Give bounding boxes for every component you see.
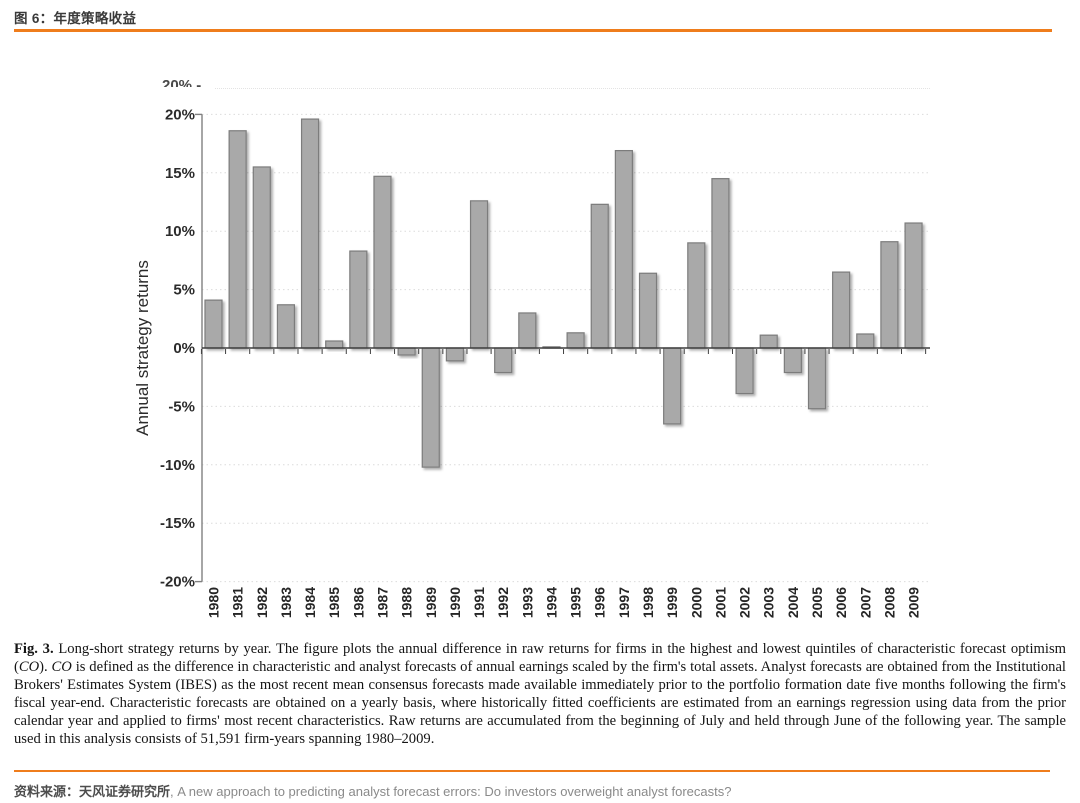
bar-2000 xyxy=(687,242,706,349)
bar-1980 xyxy=(204,299,223,349)
x-tick-label: 2001 xyxy=(712,587,728,618)
x-tick-label: 2009 xyxy=(906,587,922,618)
caption-text: is defined as the difference in characte… xyxy=(14,658,1066,747)
bar-1999 xyxy=(663,347,682,425)
bar-1998 xyxy=(638,272,658,349)
x-tick-label: 2002 xyxy=(737,587,753,618)
y-tick-label: 15% xyxy=(165,165,195,182)
caption-lead: Fig. 3. xyxy=(14,641,54,657)
bar-2007 xyxy=(856,333,875,349)
bar-1988 xyxy=(397,347,416,356)
x-tick-label: 1986 xyxy=(350,587,366,618)
x-tick-label: 1985 xyxy=(326,587,342,618)
x-tick-label: 1983 xyxy=(278,587,294,618)
x-tick-label: 2008 xyxy=(881,587,897,618)
x-tick-label: 2004 xyxy=(785,587,801,618)
y-tick-label: -20% xyxy=(160,574,195,591)
x-tick-label: 1998 xyxy=(640,587,656,618)
y-tick-label: -10% xyxy=(160,457,195,474)
x-tick-label: 2006 xyxy=(833,587,849,618)
x-tick-label: 1989 xyxy=(423,587,439,618)
bar-2001 xyxy=(711,178,730,349)
x-tick-label: 1980 xyxy=(206,587,222,618)
x-tick-label: 1982 xyxy=(254,587,270,618)
cropped-gridline-artifact xyxy=(215,88,930,89)
caption-co-italic: CO xyxy=(18,658,40,675)
bar-1995 xyxy=(566,332,585,349)
caption-text: Long-short strategy returns by year. The… xyxy=(14,641,1066,675)
source-label: 资料来源：天风证券研究所 xyxy=(14,784,171,799)
bar-2009 xyxy=(904,222,923,349)
accent-rule-top xyxy=(14,29,1052,32)
x-tick-label: 1999 xyxy=(664,587,680,618)
bar-1992 xyxy=(494,347,513,374)
y-tick-label: 20% xyxy=(165,106,195,123)
bar-1983 xyxy=(276,304,296,349)
bar-1996 xyxy=(590,203,609,349)
bar-1997 xyxy=(614,150,633,349)
bar-1985 xyxy=(325,340,344,349)
cropped-axis-label: 20% - xyxy=(162,78,202,87)
bar-1990 xyxy=(445,347,464,362)
x-tick-label: 1994 xyxy=(543,587,559,618)
bar-1986 xyxy=(349,250,368,349)
bar-2008 xyxy=(880,241,899,349)
bar-1993 xyxy=(518,312,537,349)
x-tick-label: 1987 xyxy=(374,587,390,618)
x-tick-label: 1988 xyxy=(399,587,415,618)
x-tick-label: 2007 xyxy=(857,587,873,618)
bar-2003 xyxy=(759,334,778,349)
bar-1982 xyxy=(252,166,271,349)
bar-1984 xyxy=(300,118,320,349)
figure-area: 20% - 20% 15% 10% 5% 0% -5% -10% -15% -20% 1980 19… xyxy=(118,66,953,641)
accent-rule-bottom xyxy=(14,770,1050,772)
y-tick-label: -5% xyxy=(168,398,195,415)
bar-1987 xyxy=(373,175,392,349)
bar-1981 xyxy=(228,130,247,349)
figure-title: 图 6：年度策略收益 xyxy=(14,11,137,26)
bar-1989 xyxy=(421,347,440,468)
source-line: 资料来源：天风证券研究所, A new approach to predicti… xyxy=(14,781,731,800)
caption-text: ). xyxy=(39,658,52,675)
source-reference: , A new approach to predicting analyst f… xyxy=(170,784,732,799)
figure-caption: Fig. 3. Long-short strategy returns by y… xyxy=(14,641,1066,748)
x-tick-label: 1990 xyxy=(447,587,463,618)
x-tick-label: 2000 xyxy=(688,587,704,618)
caption-co-italic: CO xyxy=(51,658,72,675)
x-tick-label: 1991 xyxy=(471,587,487,618)
bar-1991 xyxy=(469,200,489,349)
bar-2005 xyxy=(807,347,827,410)
x-tick-label: 1997 xyxy=(616,587,632,618)
x-tick-label: 1981 xyxy=(230,587,246,618)
x-tick-label: 1993 xyxy=(519,587,535,618)
x-tick-label: 1995 xyxy=(568,587,584,618)
x-tick-label: 2003 xyxy=(761,587,777,618)
x-tick-label: 1984 xyxy=(302,587,318,618)
y-tick-label: 5% xyxy=(173,282,195,299)
y-tick-label: -15% xyxy=(160,515,195,532)
x-tick-label: 1992 xyxy=(495,587,511,618)
y-tick-label: 10% xyxy=(165,223,195,240)
bar-chart: 20% 15% 10% 5% 0% -5% -10% -15% -20% 1980 1981 1982… xyxy=(133,106,930,618)
y-axis-title: Annual strategy returns xyxy=(133,260,152,436)
y-tick-label: 0% xyxy=(173,340,195,357)
x-tick-label: 1996 xyxy=(592,587,608,618)
bar-2006 xyxy=(832,271,851,349)
bar-2004 xyxy=(783,347,802,374)
x-tick-label: 2005 xyxy=(809,587,825,618)
bar-2002 xyxy=(735,347,754,395)
